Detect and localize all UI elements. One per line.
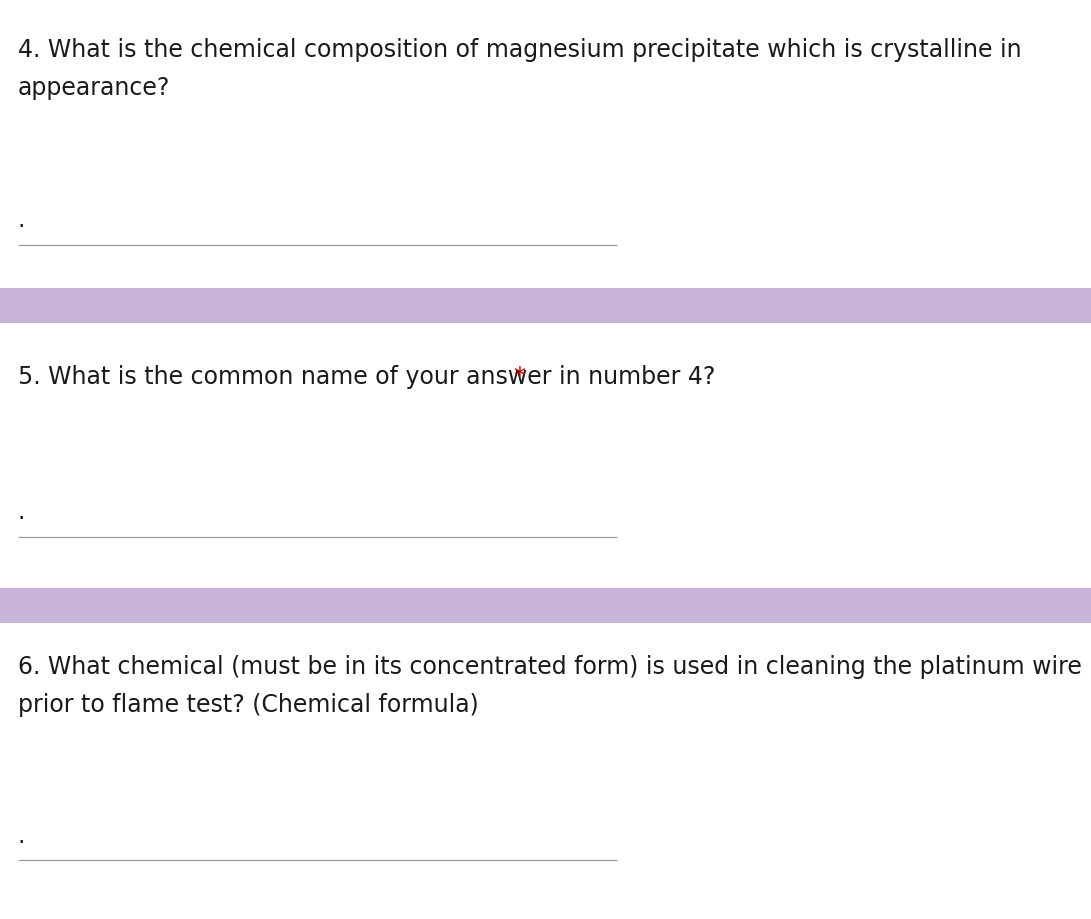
Text: 5. What is the common name of your answer in number 4?: 5. What is the common name of your answe… [17, 365, 723, 389]
Text: 4. What is the chemical composition of magnesium precipitate which is crystallin: 4. What is the chemical composition of m… [17, 38, 1021, 62]
Text: appearance?: appearance? [17, 76, 170, 100]
Text: *: * [513, 365, 525, 389]
Text: .: . [17, 208, 25, 232]
Bar [0, 288, 1091, 323]
Bar [0, 587, 1091, 622]
Text: 6. What chemical (must be in its concentrated form) is used in cleaning the plat: 6. What chemical (must be in its concent… [17, 655, 1082, 679]
Text: .: . [17, 500, 25, 524]
Text: .: . [17, 824, 25, 848]
Text: prior to flame test? (Chemical formula): prior to flame test? (Chemical formula) [17, 693, 479, 717]
